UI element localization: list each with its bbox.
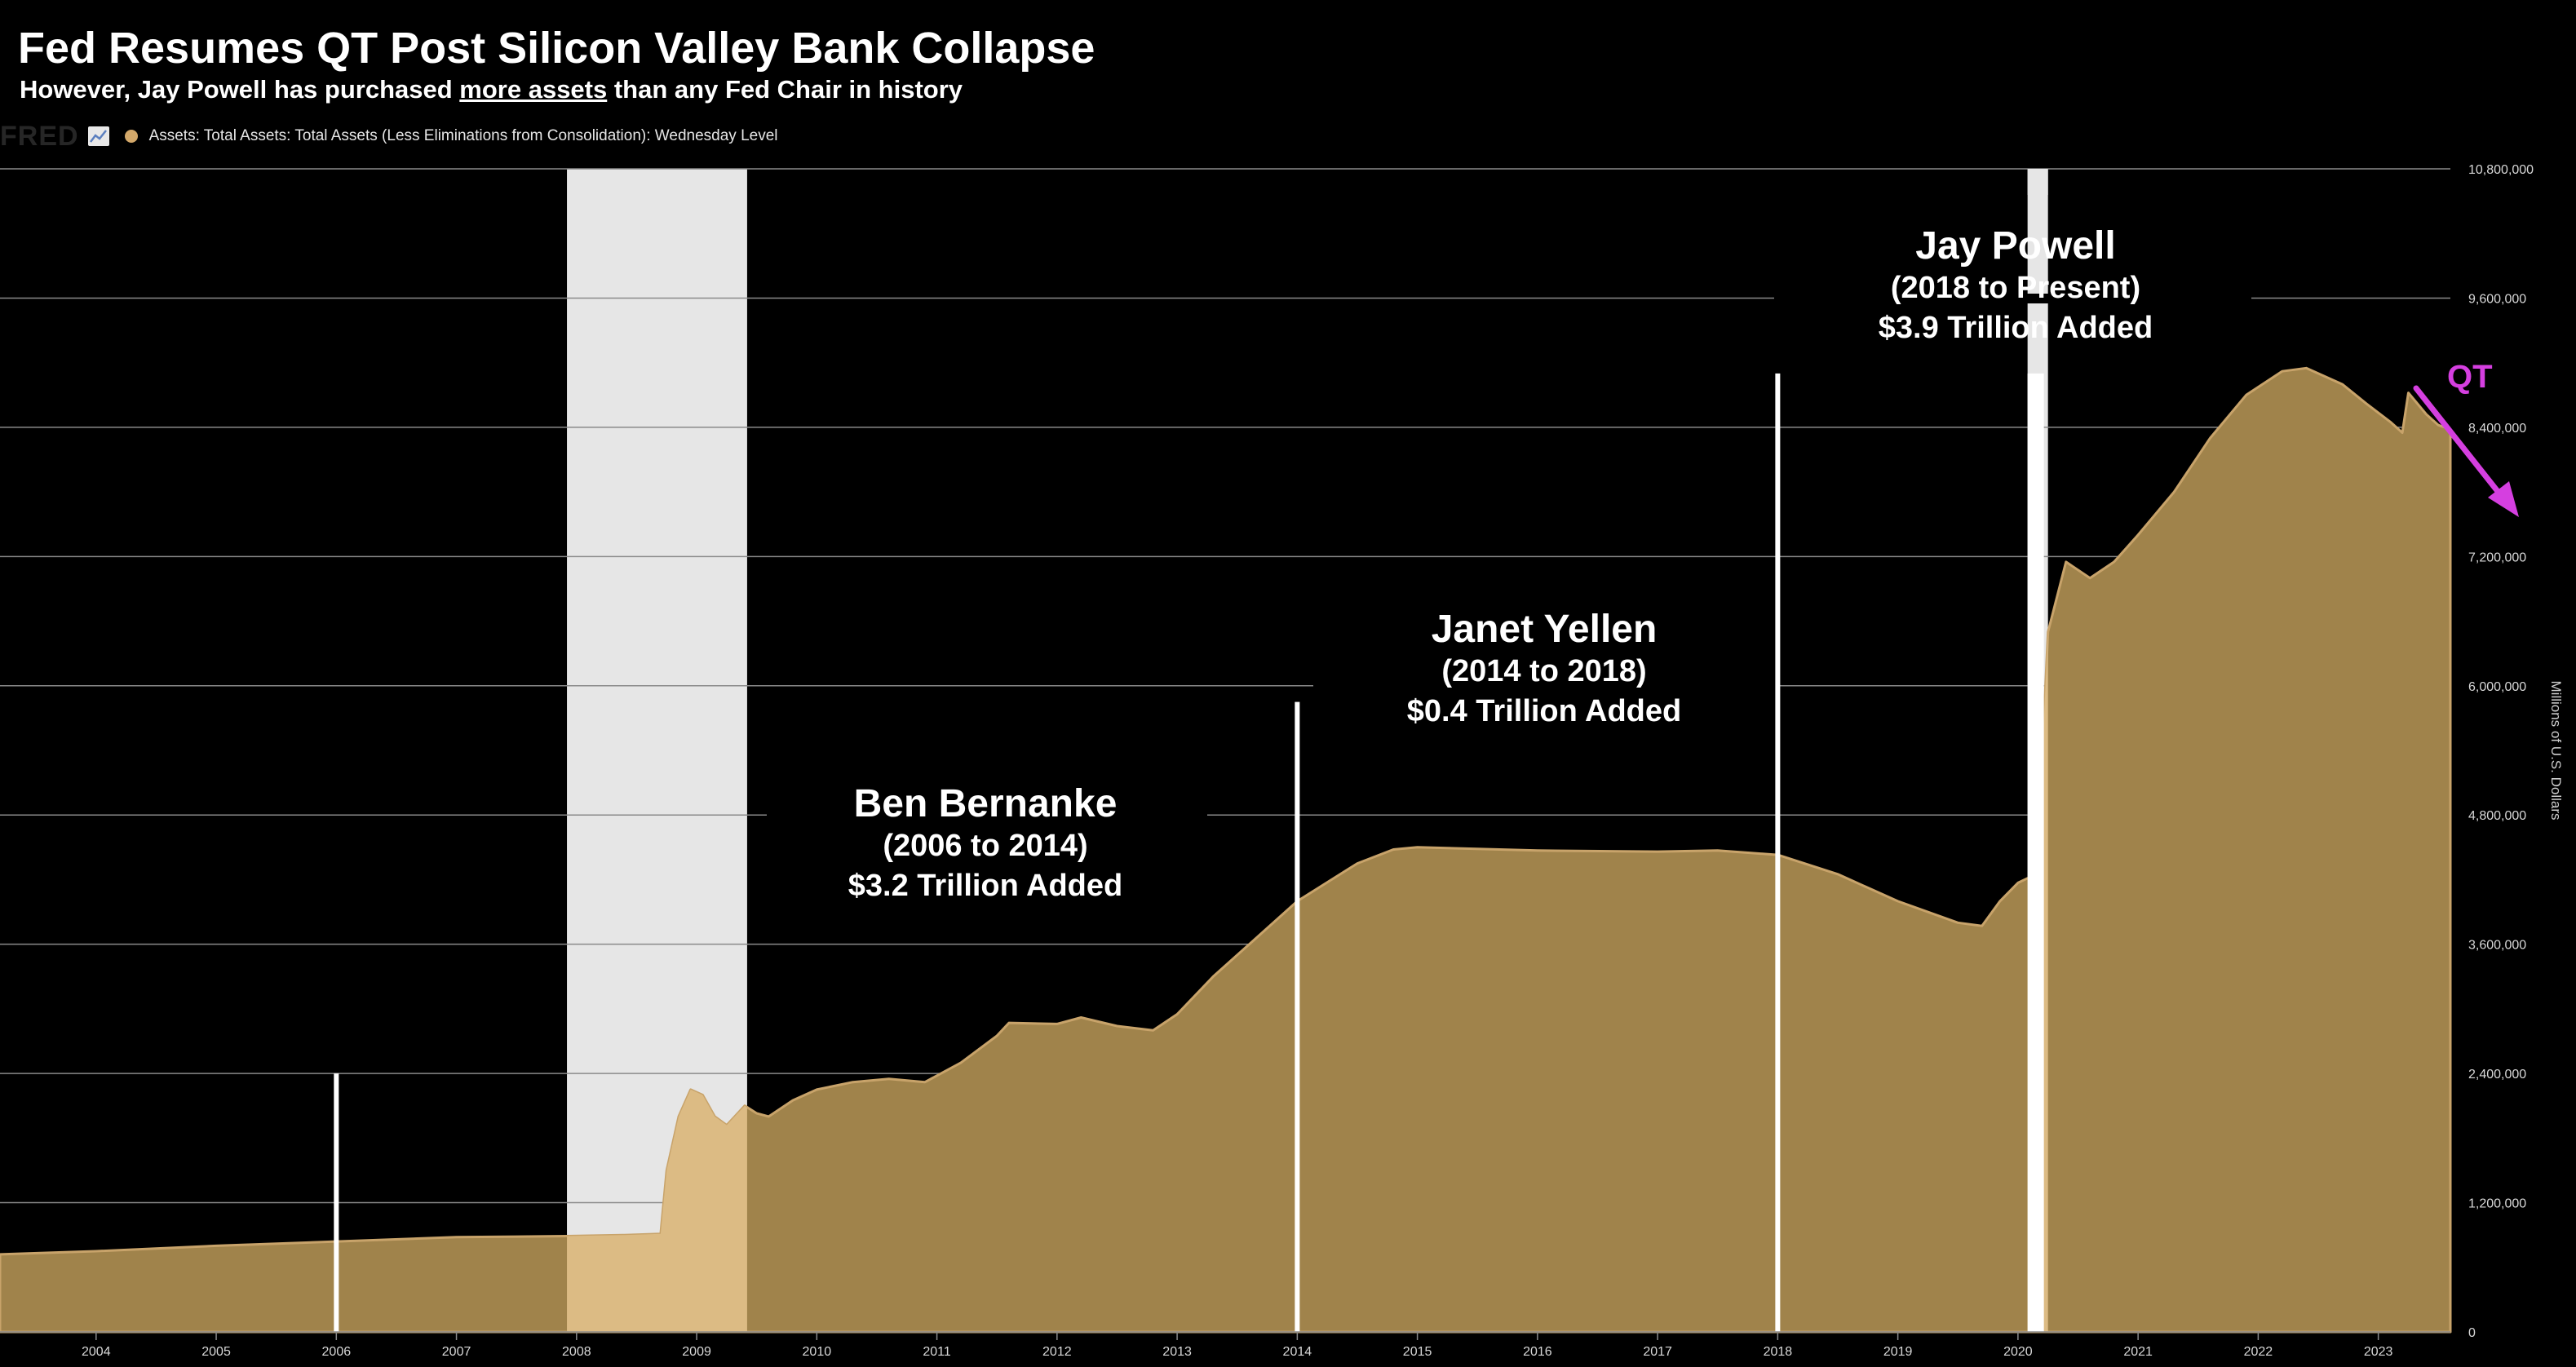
x-tick-label: 2012 — [1042, 1345, 1072, 1359]
bernanke-years: (2006 to 2014) — [883, 829, 1088, 863]
fred-logo: FRED — [0, 120, 79, 152]
qt-arrow-head — [2488, 481, 2519, 517]
subtitle-underlined-text: more assets — [459, 75, 608, 104]
y-tick-label: 3,600,000 — [2468, 939, 2526, 953]
powell-annotation: Jay Powell (2018 to Present) $3.9 Trilli… — [1879, 223, 2153, 347]
powell-amount: $3.9 Trillion Added — [1878, 310, 2153, 345]
line-chart-icon — [87, 126, 109, 146]
x-tick-label: 2008 — [562, 1345, 591, 1359]
y-tick-label: 2,400,000 — [2468, 1068, 2526, 1082]
chart-legend: FRED Assets: Total Assets: Total Assets … — [0, 120, 778, 152]
legend-series-label: Assets: Total Assets: Total Assets (Less… — [148, 127, 778, 144]
chair-marker-line — [1295, 701, 1300, 1332]
x-tick-label: 2015 — [1403, 1345, 1432, 1359]
chair-marker-line — [2027, 373, 2044, 1332]
subtitle-text-post: than any Fed Chair in history — [607, 75, 963, 104]
qt-label: QT — [2447, 359, 2493, 395]
x-tick-label: 2021 — [2123, 1345, 2153, 1359]
y-tick-label: 8,400,000 — [2468, 422, 2526, 436]
gridline-gap — [1774, 294, 2251, 303]
x-tick-label: 2005 — [201, 1345, 231, 1359]
recession-band-top — [2027, 169, 2048, 195]
x-tick-label: 2023 — [2364, 1345, 2393, 1359]
powell-name: Jay Powell — [1915, 224, 2116, 268]
x-tick-label: 2014 — [1283, 1345, 1312, 1359]
y-tick-label: 4,800,000 — [2468, 809, 2526, 823]
y-tick-label: 6,000,000 — [2468, 680, 2526, 694]
chair-marker-line — [334, 1073, 339, 1332]
y-tick-label: 9,600,000 — [2468, 292, 2526, 306]
y-axis-title: Millions of U.S. Dollars — [2548, 681, 2564, 821]
yellen-years: (2014 to 2018) — [1441, 654, 1647, 688]
series-area — [0, 366, 2452, 1334]
gridline-gap — [767, 807, 1207, 817]
bernanke-annotation: Ben Bernanke (2006 to 2014) $3.2 Trillio… — [848, 781, 1122, 905]
x-tick-label: 2016 — [1523, 1345, 1552, 1359]
legend-series-marker — [124, 130, 138, 143]
x-tick-label: 2013 — [1162, 1345, 1192, 1359]
subtitle-text-pre: However, Jay Powell has purchased — [20, 75, 460, 104]
y-tick-label: 1,200,000 — [2468, 1197, 2526, 1211]
x-tick-label: 2010 — [803, 1345, 832, 1359]
x-tick-label: 2009 — [682, 1345, 711, 1359]
y-tick-label: 10,800,000 — [2468, 163, 2534, 177]
yellen-name: Janet Yellen — [1431, 608, 1658, 651]
chair-marker-line — [1775, 373, 1781, 1332]
x-tick-label: 2011 — [923, 1345, 951, 1359]
bernanke-amount: $3.2 Trillion Added — [848, 868, 1123, 903]
chart-subtitle: However, Jay Powell has purchased more a… — [20, 75, 963, 104]
powell-years: (2018 to Present) — [1890, 271, 2141, 305]
series-area-recession — [567, 1089, 747, 1332]
chart-title: Fed Resumes QT Post Silicon Valley Bank … — [18, 24, 1095, 73]
x-tick-label: 2006 — [322, 1345, 352, 1359]
x-tick-label: 2007 — [442, 1345, 471, 1359]
y-tick-label: 0 — [2468, 1326, 2476, 1340]
x-tick-label: 2004 — [82, 1345, 111, 1359]
bernanke-name: Ben Bernanke — [853, 782, 1118, 825]
x-tick-label: 2020 — [2003, 1345, 2033, 1359]
y-tick-label: 7,200,000 — [2468, 551, 2526, 564]
qt-arrow-shaft — [2413, 385, 2506, 501]
x-tick-label: 2018 — [1764, 1345, 1793, 1359]
yellen-annotation: Janet Yellen (2014 to 2018) $0.4 Trillio… — [1407, 607, 1681, 731]
gridline-gap — [1313, 682, 1778, 692]
x-tick-label: 2022 — [2244, 1345, 2273, 1359]
x-tick-label: 2017 — [1643, 1345, 1672, 1359]
x-tick-label: 2019 — [1883, 1345, 1913, 1359]
yellen-amount: $0.4 Trillion Added — [1406, 693, 1682, 728]
